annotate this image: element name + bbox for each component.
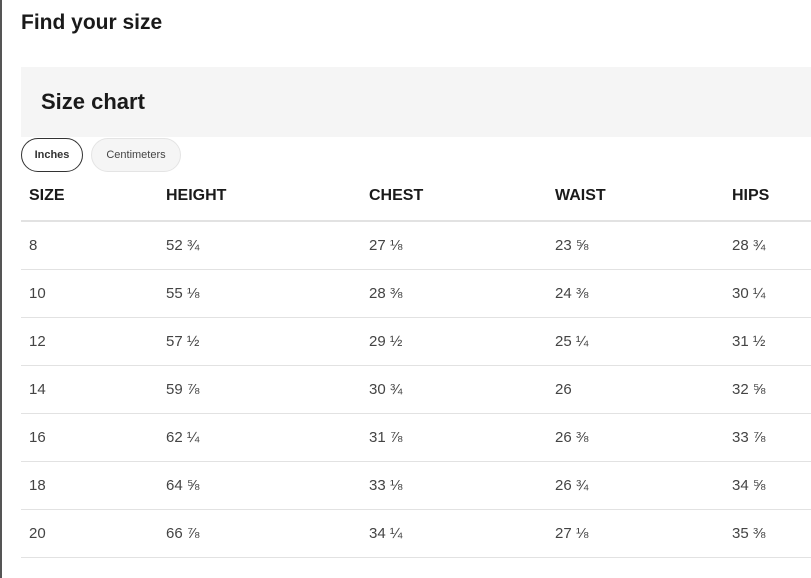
cell-hips: 30 ¼ bbox=[732, 269, 811, 318]
table-row: 16 62 ¼ 31 ⅞ 26 ⅜ 33 ⅞ bbox=[21, 413, 811, 462]
cell-waist: 26 bbox=[555, 365, 732, 414]
cell-waist: 23 ⅝ bbox=[555, 221, 732, 270]
cell-waist: 27 ⅛ bbox=[555, 509, 732, 558]
centimeters-toggle-button[interactable]: Centimeters bbox=[91, 138, 181, 172]
size-chart-title: Size chart bbox=[41, 89, 145, 114]
column-header-height: HEIGHT bbox=[166, 172, 369, 222]
size-table: SIZE HEIGHT CHEST WAIST HIPS 8 52 ¾ 27 ⅛ 23 ⅝ 28… bbox=[21, 172, 811, 558]
inches-toggle-button[interactable]: Inches bbox=[21, 138, 83, 172]
cell-chest: 28 ⅜ bbox=[369, 269, 555, 318]
table-row: 20 66 ⅞ 34 ¼ 27 ⅛ 35 ⅜ bbox=[21, 509, 811, 558]
cell-height: 52 ¾ bbox=[166, 221, 369, 270]
cell-hips: 28 ¾ bbox=[732, 221, 811, 270]
cell-size: 20 bbox=[21, 509, 166, 558]
cell-chest: 29 ½ bbox=[369, 317, 555, 366]
cell-height: 64 ⅝ bbox=[166, 461, 369, 510]
cell-waist: 26 ⅜ bbox=[555, 413, 732, 462]
cell-height: 59 ⅞ bbox=[166, 365, 369, 414]
cell-hips: 33 ⅞ bbox=[732, 413, 811, 462]
cell-height: 55 ⅛ bbox=[166, 269, 369, 318]
table-header-row: SIZE HEIGHT CHEST WAIST HIPS bbox=[21, 172, 811, 222]
page-title: Find your size bbox=[21, 11, 163, 34]
window-edge bbox=[0, 0, 2, 578]
column-header-waist: WAIST bbox=[555, 172, 732, 222]
cell-waist: 25 ¼ bbox=[555, 317, 732, 366]
cell-height: 62 ¼ bbox=[166, 413, 369, 462]
table-row: 14 59 ⅞ 30 ¾ 26 32 ⅝ bbox=[21, 365, 811, 414]
table-row: 10 55 ⅛ 28 ⅜ 24 ⅜ 30 ¼ bbox=[21, 269, 811, 318]
cell-height: 66 ⅞ bbox=[166, 509, 369, 558]
size-chart-header: Size chart bbox=[21, 67, 811, 137]
cell-chest: 34 ¼ bbox=[369, 509, 555, 558]
column-header-size: SIZE bbox=[21, 172, 166, 222]
cell-hips: 34 ⅝ bbox=[732, 461, 811, 510]
cell-size: 18 bbox=[21, 461, 166, 510]
cell-chest: 27 ⅛ bbox=[369, 221, 555, 270]
cell-hips: 32 ⅝ bbox=[732, 365, 811, 414]
table-row: 12 57 ½ 29 ½ 25 ¼ 31 ½ bbox=[21, 317, 811, 366]
cell-size: 8 bbox=[21, 221, 166, 270]
cell-size: 12 bbox=[21, 317, 166, 366]
cell-height: 57 ½ bbox=[166, 317, 369, 366]
column-header-hips: HIPS bbox=[732, 172, 811, 222]
cell-size: 14 bbox=[21, 365, 166, 414]
cell-chest: 30 ¾ bbox=[369, 365, 555, 414]
table-row: 18 64 ⅝ 33 ⅛ 26 ¾ 34 ⅝ bbox=[21, 461, 811, 510]
column-header-chest: CHEST bbox=[369, 172, 555, 222]
cell-chest: 31 ⅞ bbox=[369, 413, 555, 462]
cell-hips: 35 ⅜ bbox=[732, 509, 811, 558]
cell-chest: 33 ⅛ bbox=[369, 461, 555, 510]
cell-size: 10 bbox=[21, 269, 166, 318]
table-row: 8 52 ¾ 27 ⅛ 23 ⅝ 28 ¾ bbox=[21, 221, 811, 270]
cell-hips: 31 ½ bbox=[732, 317, 811, 366]
cell-size: 16 bbox=[21, 413, 166, 462]
cell-waist: 26 ¾ bbox=[555, 461, 732, 510]
cell-waist: 24 ⅜ bbox=[555, 269, 732, 318]
